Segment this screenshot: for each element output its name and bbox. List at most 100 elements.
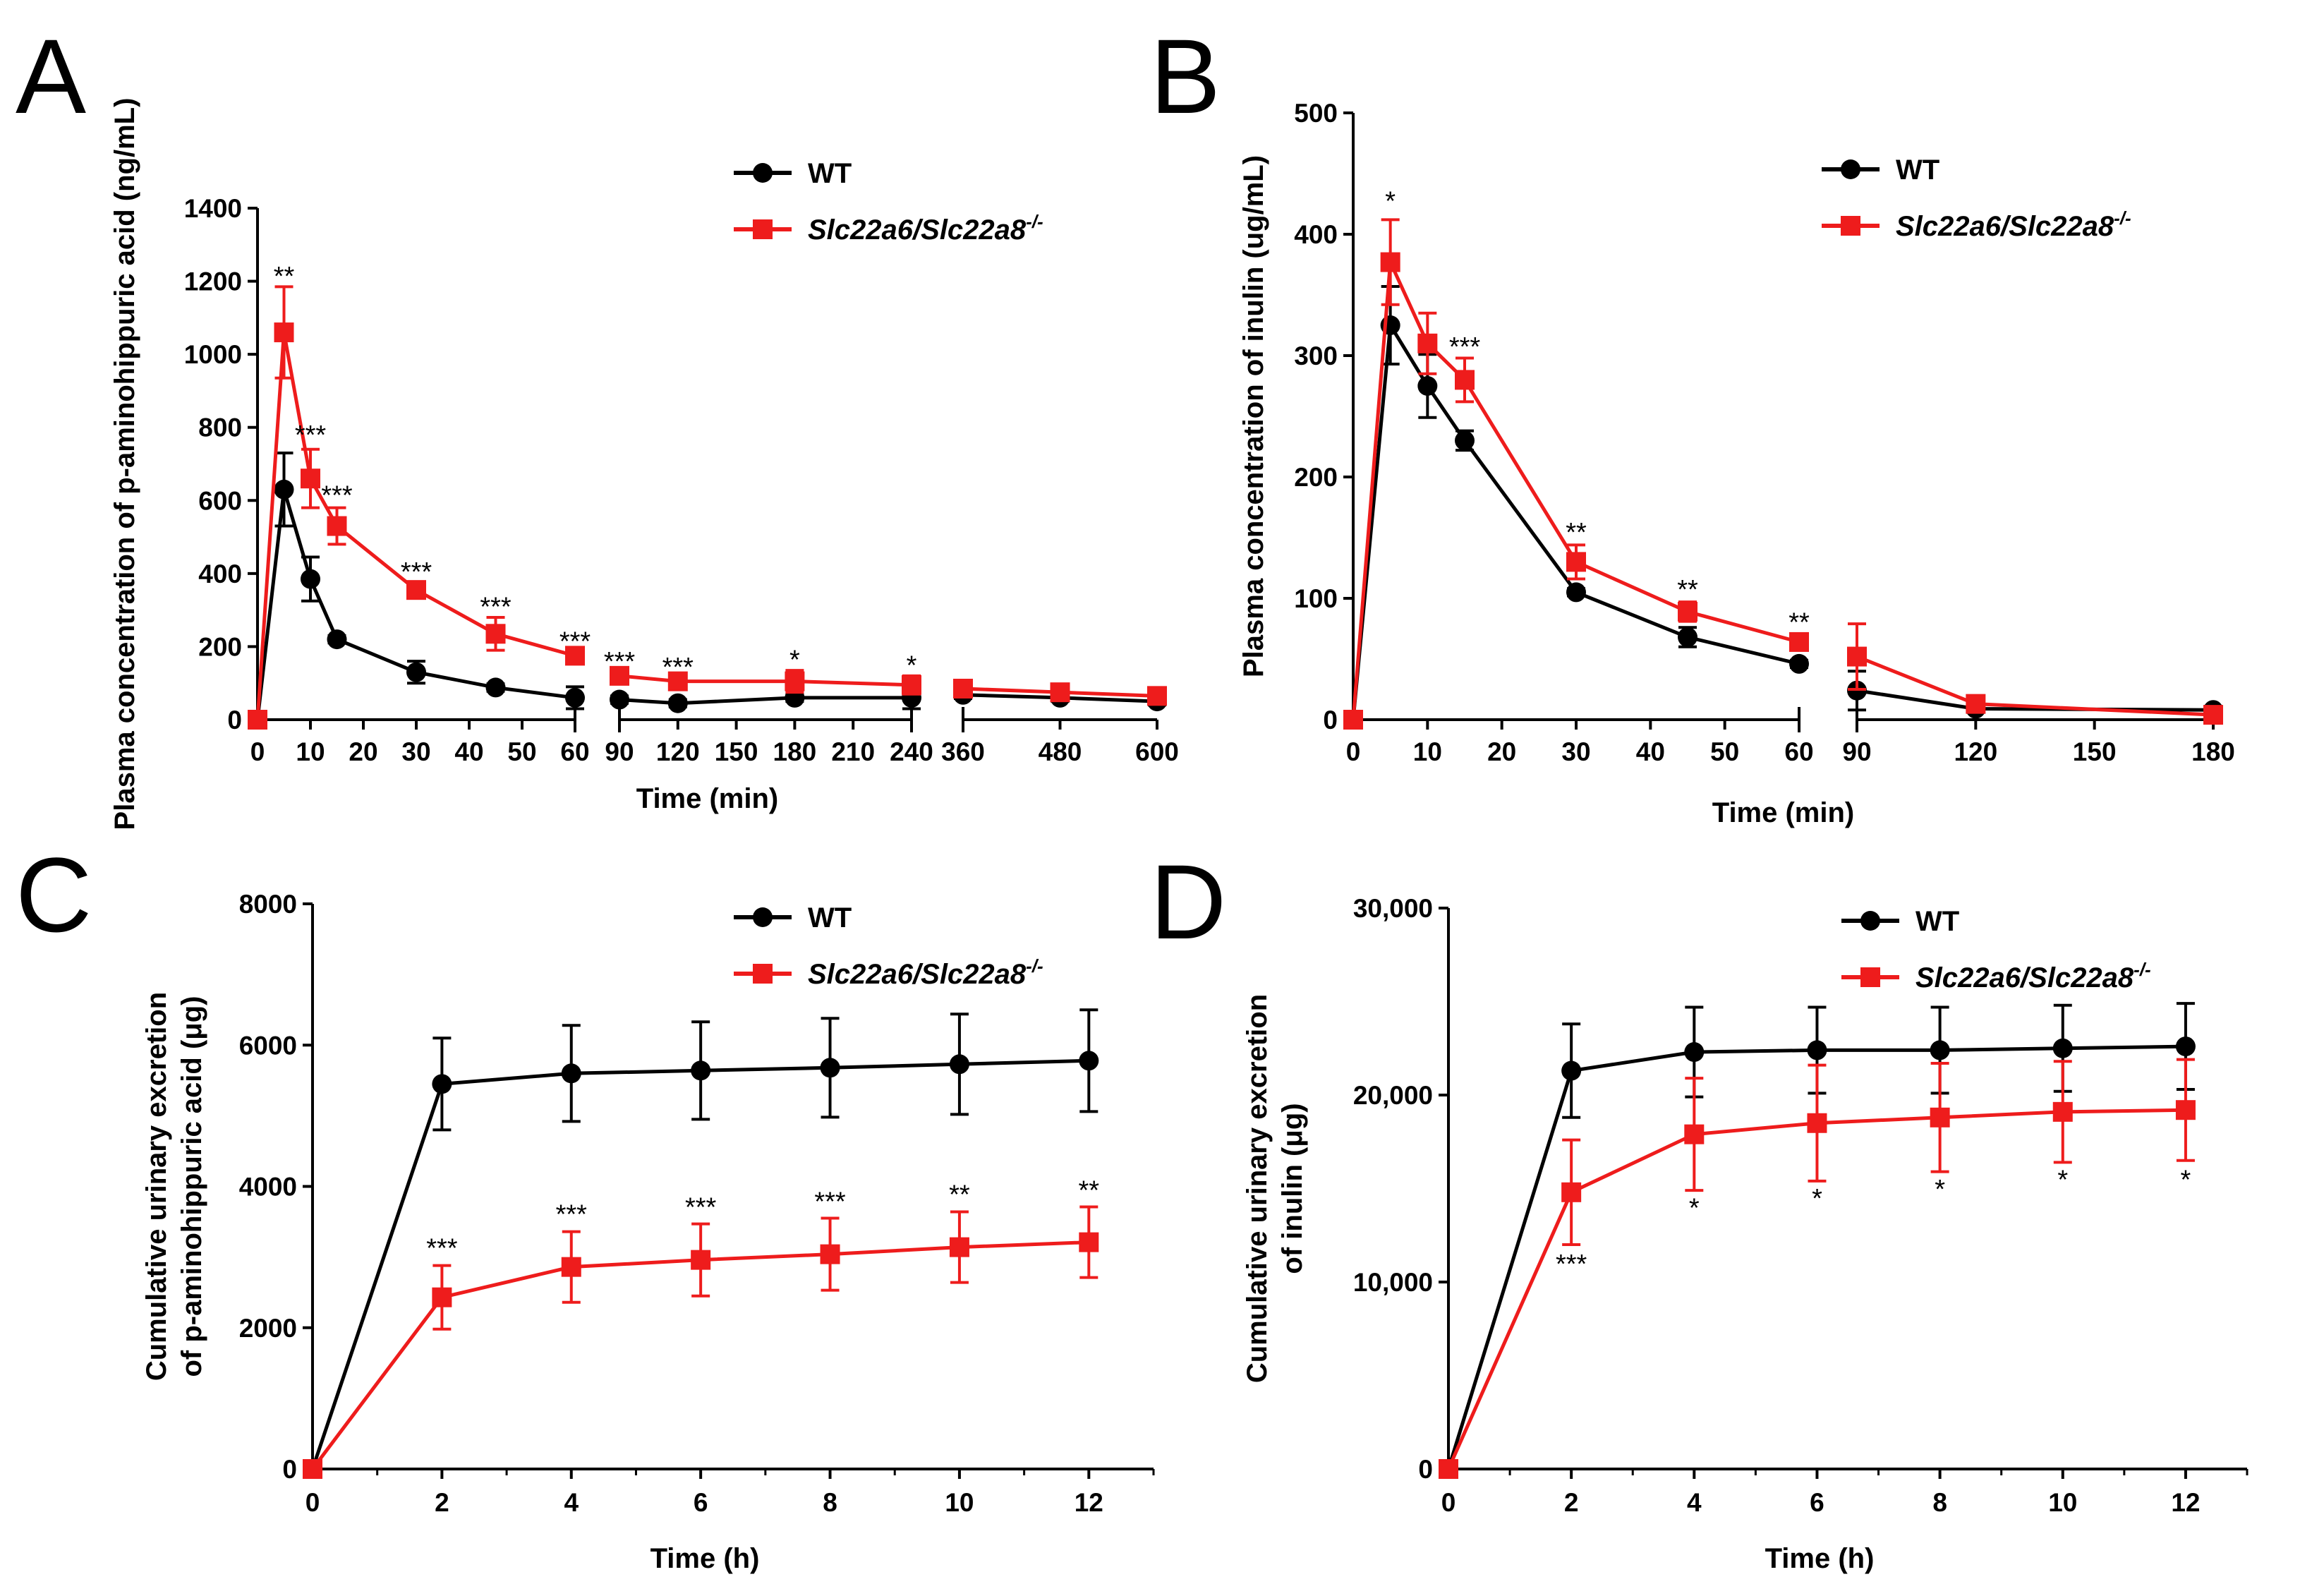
significance-label: *** (685, 1193, 717, 1223)
data-point-ko (2175, 1100, 2196, 1120)
data-point-ko (1455, 370, 1475, 390)
data-point-ko (1343, 710, 1363, 730)
x-tick-label: 2 (1564, 1488, 1579, 1517)
data-point-ko (485, 624, 506, 644)
data-point-wt (667, 693, 688, 713)
x-tick-label: 60 (1784, 737, 1813, 766)
data-point-ko (1930, 1107, 1950, 1128)
legend-wt-label: WT (1896, 155, 1939, 186)
data-point-ko (1050, 682, 1070, 703)
y-tick-label: 1000 (184, 340, 242, 369)
legend-ko-marker (1860, 967, 1880, 987)
x-tick-label: 0 (250, 737, 265, 766)
significance-label: *** (814, 1187, 846, 1217)
data-point-wt (2052, 1038, 2073, 1058)
data-point-ko (1847, 646, 1867, 667)
y-tick-label: 300 (1294, 341, 1338, 370)
x-tick-label: 8 (823, 1488, 837, 1517)
panel-C: C 0 2000 4000 6000 8000 Cumulative urinary exc… (16, 835, 1155, 1574)
x-tick-label: 50 (507, 737, 536, 766)
x-tick-label: 480 (1039, 737, 1082, 766)
y-tick-label: 500 (1294, 99, 1338, 128)
x-tick-label: 180 (773, 737, 817, 766)
data-point-ko (432, 1287, 452, 1307)
panel-letter-C: C (16, 835, 92, 954)
legend-ko-marker (1841, 216, 1860, 236)
significance-label: *** (556, 1200, 588, 1230)
panel-letter-A: A (16, 17, 86, 135)
x-tick-label: 0 (1441, 1488, 1456, 1517)
y-axis-title: Plasma concentration of p-aminohippuric … (109, 98, 140, 830)
x-tick-label: 150 (2073, 737, 2117, 766)
data-point-ko (1147, 686, 1167, 706)
data-point-ko (561, 1257, 581, 1277)
x-tick-label: 30 (1561, 737, 1590, 766)
data-point-ko (1966, 694, 1986, 714)
x-tick-label: 12 (2171, 1488, 2200, 1517)
x-tick-label: 10 (296, 737, 325, 766)
significance-label: *** (295, 421, 327, 450)
y-tick-label: 400 (198, 560, 242, 588)
x-tick-label: 60 (560, 737, 589, 766)
data-point-wt (1566, 582, 1586, 603)
x-tick-label: 20 (349, 737, 377, 766)
y-tick-label: 1200 (184, 267, 242, 296)
x-tick-label: 2 (435, 1488, 449, 1517)
legend-wt-label: WT (808, 158, 852, 189)
data-point-ko (1566, 552, 1586, 572)
data-point-ko (902, 675, 921, 695)
data-point-wt (2175, 1036, 2196, 1057)
significance-label: ** (1566, 518, 1587, 548)
y-tick-label: 30,000 (1353, 894, 1433, 923)
x-tick-label: 10 (2048, 1488, 2077, 1517)
data-point-wt (1930, 1040, 1950, 1060)
data-point-wt (1807, 1040, 1827, 1060)
y-tick-label: 1400 (184, 194, 242, 223)
data-point-wt (565, 687, 585, 708)
y-tick-label: 800 (198, 413, 242, 442)
data-point-wt (610, 689, 629, 710)
y-tick-label: 0 (1418, 1455, 1433, 1484)
significance-label: *** (559, 627, 591, 657)
data-point-ko (949, 1237, 969, 1257)
data-point-ko (2203, 705, 2223, 725)
x-tick-label: 8 (1932, 1488, 1947, 1517)
legend-ko-label: Slc22a6/Slc22a8-/- (1896, 207, 2131, 242)
y-axis-title: Cumulative urinary excretion of p-aminohi… (141, 992, 207, 1381)
data-point-wt (1417, 376, 1438, 396)
y-tick-label: 8000 (239, 890, 297, 919)
data-point-ko (327, 516, 347, 536)
y-axis-title: Cumulative urinary excretion of inulin (μ… (1242, 994, 1308, 1383)
x-tick-label: 120 (656, 737, 700, 766)
significance-label: *** (604, 647, 636, 677)
data-point-ko (248, 710, 267, 730)
data-point-ko (406, 580, 426, 600)
y-tick-label: 100 (1294, 584, 1338, 613)
data-point-wt (1678, 627, 1697, 648)
legend-wt-marker (753, 907, 773, 927)
data-point-wt (820, 1058, 840, 1078)
data-point-wt (485, 677, 506, 698)
x-tick-label: 180 (2191, 737, 2235, 766)
data-point-wt (1079, 1051, 1099, 1071)
data-point-wt (406, 662, 426, 682)
panel-letter-B: B (1150, 17, 1221, 135)
significance-label: ** (1677, 575, 1698, 605)
x-tick-label: 600 (1135, 737, 1179, 766)
data-point-wt (1789, 653, 1809, 674)
y-axis-title: Plasma concentration of inulin (ug/mL) (1238, 155, 1269, 677)
x-tick-label: 40 (454, 737, 483, 766)
significance-label: ** (949, 1180, 970, 1210)
x-tick-label: 90 (1842, 737, 1871, 766)
x-tick-label: 6 (694, 1488, 708, 1517)
data-point-ko (1417, 333, 1438, 353)
data-point-ko (303, 1459, 322, 1479)
x-tick-label: 90 (605, 737, 634, 766)
significance-label: * (907, 651, 917, 680)
x-tick-label: 120 (1954, 737, 1997, 766)
y-tick-label: 400 (1294, 220, 1338, 249)
x-tick-label: 40 (1636, 737, 1665, 766)
x-tick-label: 30 (401, 737, 430, 766)
